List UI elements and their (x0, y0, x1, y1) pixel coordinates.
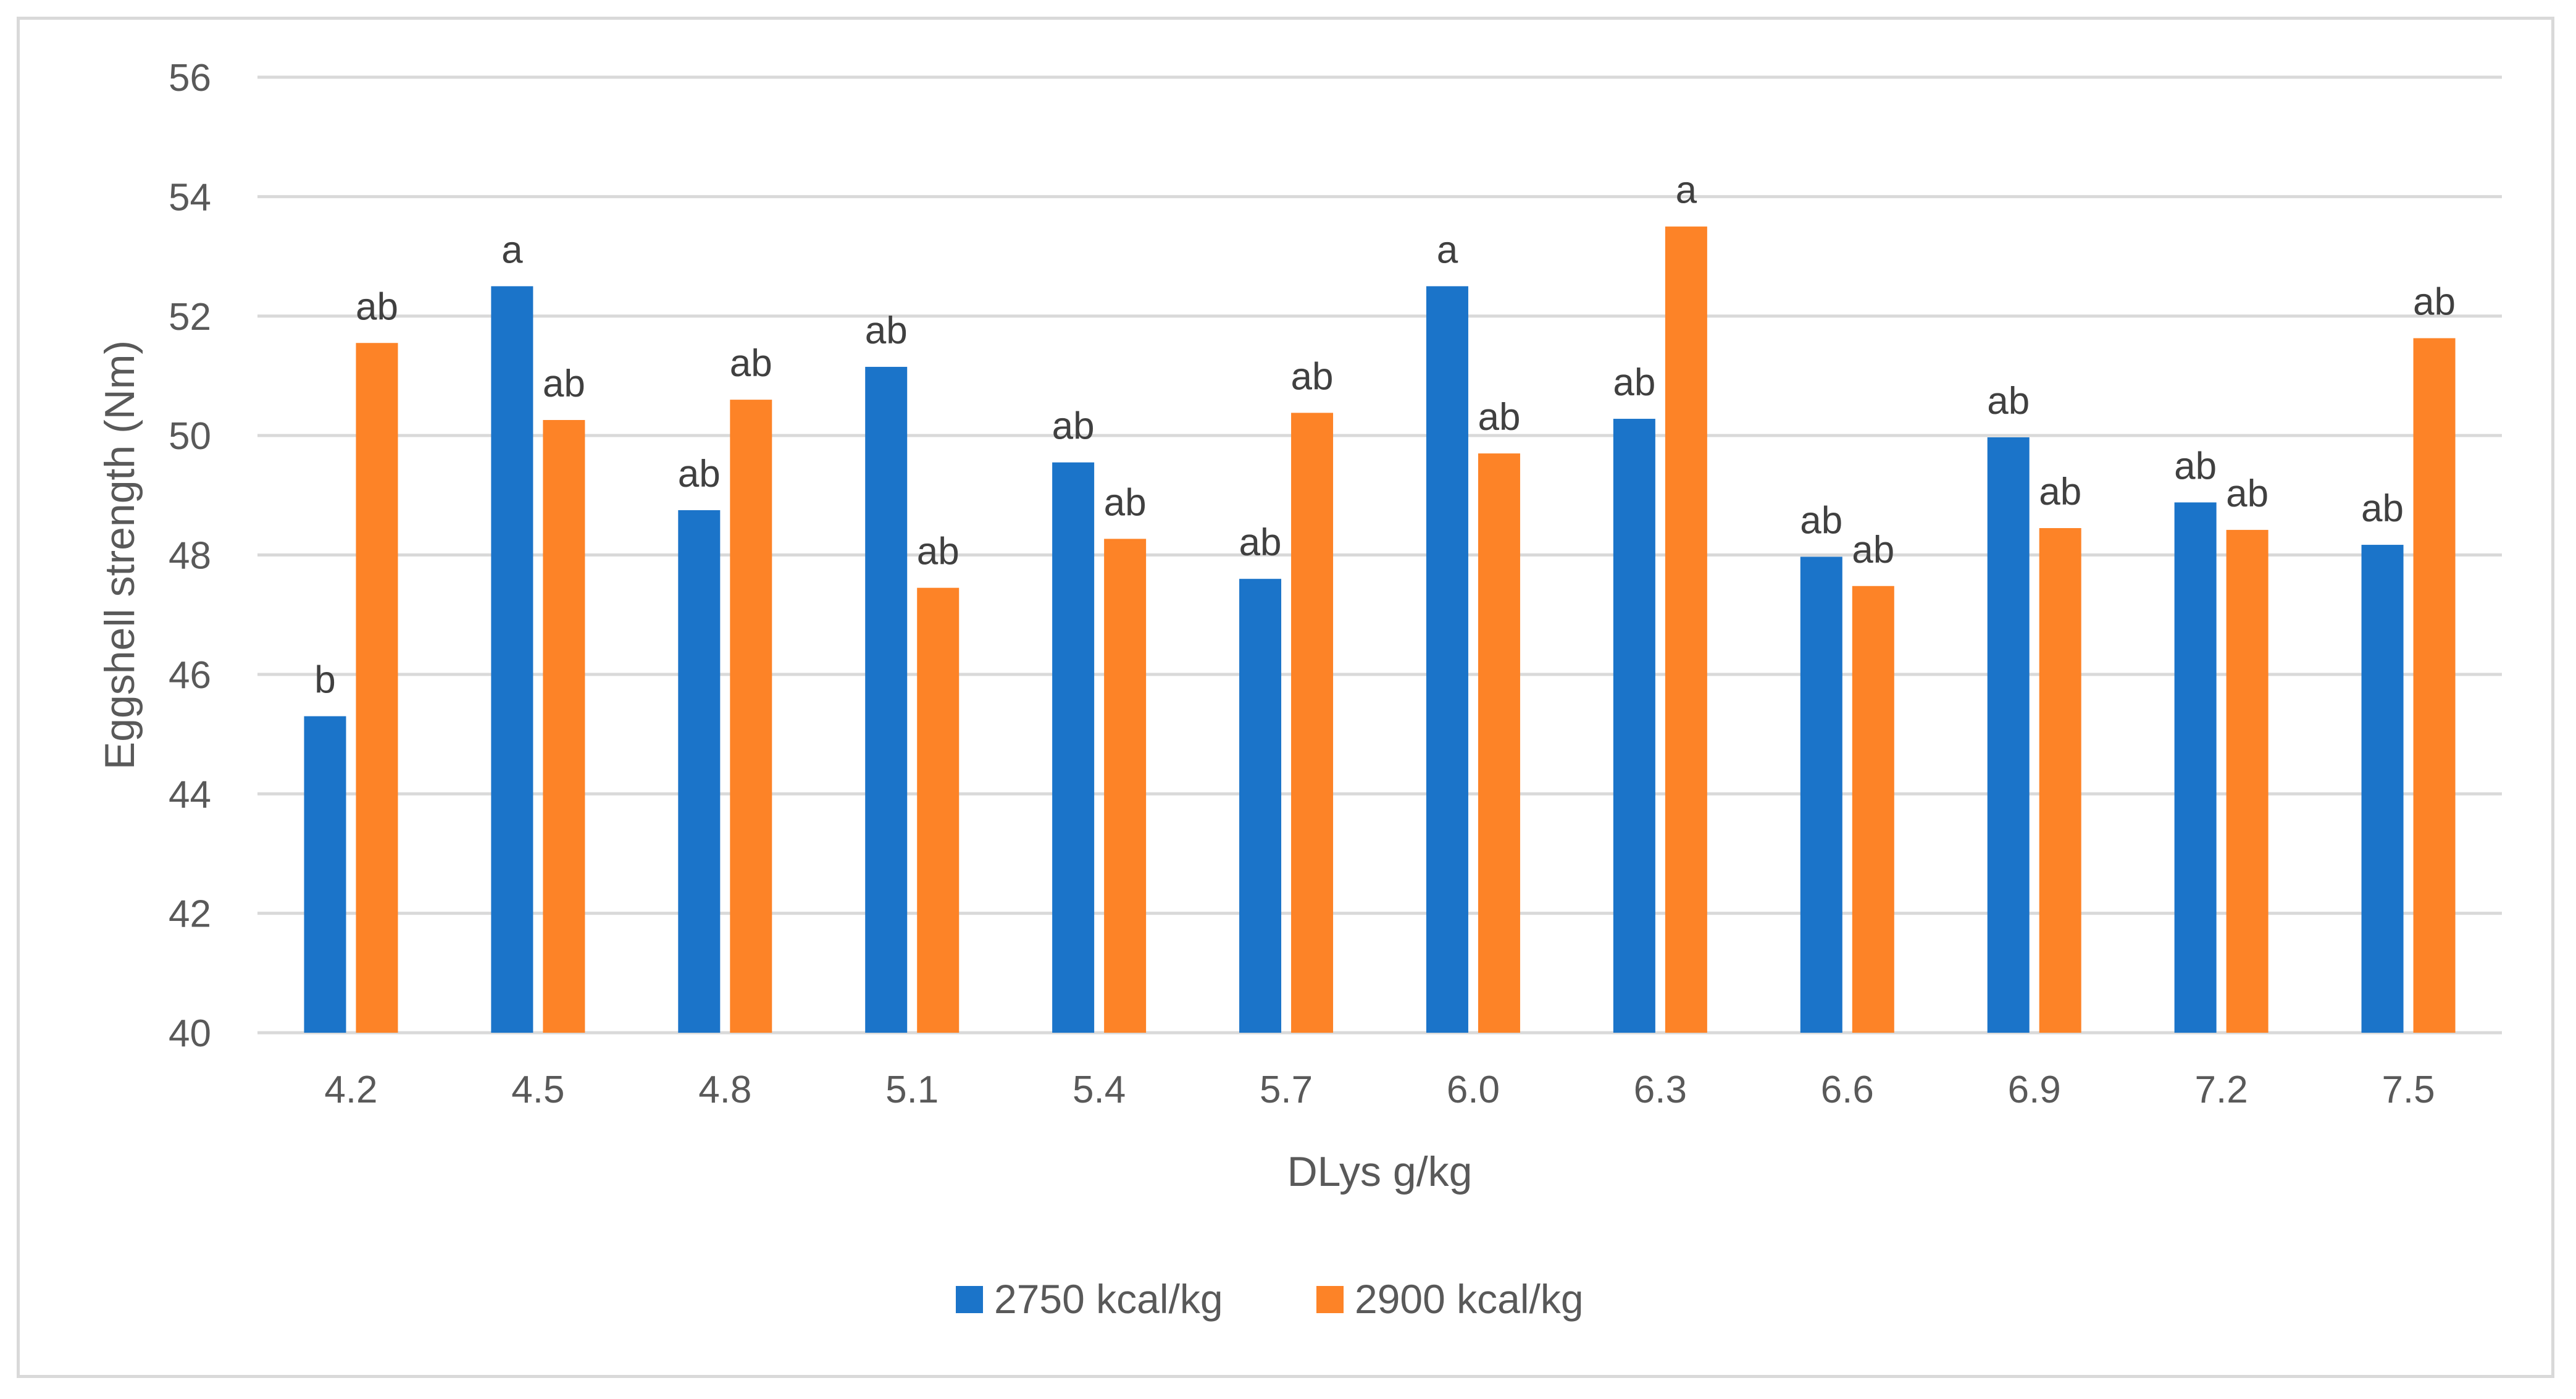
y-axis-title: Eggshell strength (Nm) (96, 340, 143, 770)
bar-series1 (491, 286, 533, 1033)
bar-series2 (1291, 413, 1334, 1033)
x-tick-label: 6.3 (1634, 1069, 1687, 1111)
bar-significance-label: ab (1987, 380, 2030, 422)
bar-series2 (1478, 453, 1520, 1033)
bar-series2 (1104, 539, 1147, 1033)
bar-significance-label: ab (678, 453, 721, 495)
bar-significance-label: ab (1052, 405, 1095, 448)
bar-series1 (304, 716, 346, 1033)
x-tick-label: 4.8 (698, 1069, 751, 1111)
bar-significance-label: ab (2174, 445, 2217, 487)
x-tick-label: 6.6 (1821, 1069, 1874, 1111)
x-tick-label: 4.5 (511, 1069, 564, 1111)
bar-significance-label: ab (917, 531, 960, 573)
x-tick-label: 5.7 (1260, 1069, 1313, 1111)
y-tick-label: 44 (169, 773, 211, 816)
bar-significance-label: ab (2039, 471, 2081, 513)
bar-series1 (1239, 579, 1282, 1033)
x-tick-label: 6.0 (1447, 1069, 1500, 1111)
bar-series1 (1800, 557, 1842, 1033)
x-tick-label: 5.1 (885, 1069, 939, 1111)
bar-series2 (2413, 338, 2456, 1033)
y-tick-label: 46 (169, 654, 211, 697)
bar-significance-label: ab (1478, 396, 1520, 439)
x-tick-label: 5.4 (1073, 1069, 1126, 1111)
bar-significance-label: ab (1852, 529, 1894, 571)
bar-significance-label: ab (730, 342, 772, 385)
bar-significance-label: ab (865, 309, 908, 352)
bar-significance-label: ab (2226, 473, 2269, 515)
chart-svg: 404244464850525456bab4.2aab4.5abab4.8aba… (96, 57, 2502, 1322)
bar-significance-label: ab (1104, 481, 1147, 524)
bar-series2 (356, 343, 398, 1033)
bar-significance-label: ab (356, 285, 398, 328)
bar-series2 (730, 400, 772, 1033)
legend-label-series2: 2900 kcal/kg (1355, 1276, 1584, 1322)
y-tick-label: 42 (169, 893, 211, 936)
y-tick-label: 48 (169, 535, 211, 578)
legend-swatch-series1 (956, 1286, 983, 1313)
x-tick-label: 4.2 (324, 1069, 377, 1111)
x-tick-label: 7.5 (2382, 1069, 2435, 1111)
bar-significance-label: ab (1613, 361, 1655, 404)
legend-swatch-series2 (1316, 1286, 1344, 1313)
bar-series2 (2226, 529, 2269, 1033)
bar-significance-label: ab (2361, 487, 2404, 530)
bar-series1 (1987, 437, 2030, 1033)
bar-series1 (678, 510, 721, 1033)
chart-frame: 40 42 44 46 48 50 52 54 56 b ab 4.2 a ab 4.5 ab ab 4.8 ab a… (17, 17, 2554, 1378)
bar-significance-label: ab (1239, 521, 1282, 564)
y-tick-label: 40 (169, 1012, 211, 1055)
y-tick-label: 50 (169, 415, 211, 458)
bar-series1 (865, 366, 908, 1033)
y-tick-label: 54 (169, 176, 211, 219)
bar-series2 (1665, 226, 1707, 1033)
bar-series1 (1613, 419, 1655, 1033)
bar-significance-label: ab (1291, 355, 1334, 398)
bar-significance-label: ab (543, 363, 585, 405)
legend-label-series1: 2750 kcal/kg (994, 1276, 1223, 1322)
bar-significance-label: ab (1800, 499, 1842, 542)
x-axis-title: DLys g/kg (1287, 1148, 1473, 1195)
bar-significance-label: a (1437, 229, 1458, 271)
y-tick-label: 52 (169, 296, 211, 338)
x-tick-label: 6.9 (2008, 1069, 2061, 1111)
bar-series1 (1426, 286, 1468, 1033)
y-tick-label: 56 (169, 57, 211, 99)
bar-series2 (917, 587, 960, 1033)
bar-series2 (2039, 527, 2081, 1033)
x-tick-label: 7.2 (2195, 1069, 2248, 1111)
bar-significance-label: b (314, 659, 335, 702)
bar-series2 (543, 419, 585, 1033)
bar-series1 (2361, 545, 2404, 1033)
bar-significance-label: a (501, 229, 523, 271)
bar-significance-label: ab (2413, 281, 2456, 324)
bar-series1 (1052, 462, 1095, 1033)
bar-series1 (2174, 502, 2217, 1033)
bar-significance-label: a (1676, 169, 1697, 212)
bar-series2 (1852, 586, 1894, 1033)
